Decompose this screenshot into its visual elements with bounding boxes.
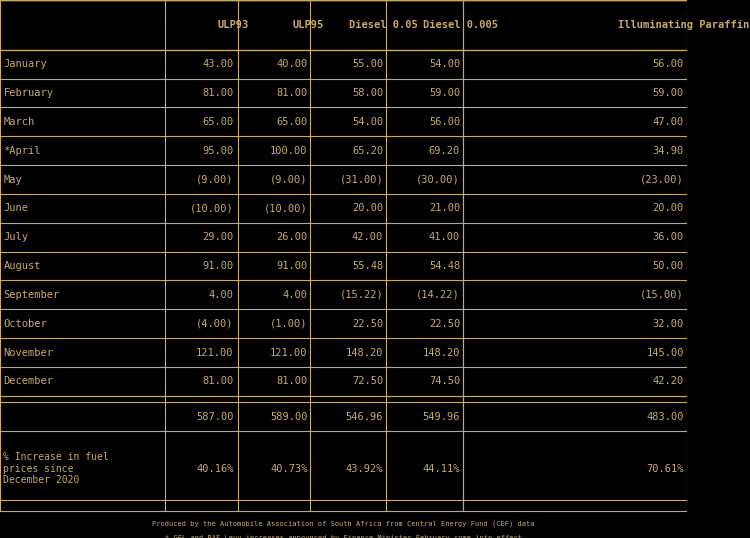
Text: Diesel 0.05: Diesel 0.05 xyxy=(349,20,418,30)
Text: August: August xyxy=(4,261,41,271)
Text: January: January xyxy=(4,59,47,69)
Text: 59.00: 59.00 xyxy=(652,88,684,98)
Text: Produced by the Automobile Association of South Africa from Central Energy Fund : Produced by the Automobile Association o… xyxy=(152,520,535,527)
Text: 58.00: 58.00 xyxy=(352,88,383,98)
Text: 81.00: 81.00 xyxy=(202,88,233,98)
Text: November: November xyxy=(4,348,53,358)
Text: 40.73%: 40.73% xyxy=(270,464,308,473)
Text: *April: *April xyxy=(4,146,41,155)
Text: 40.00: 40.00 xyxy=(277,59,308,69)
Text: 4.00: 4.00 xyxy=(283,290,308,300)
Text: 549.96: 549.96 xyxy=(422,412,460,421)
Text: (30.00): (30.00) xyxy=(416,174,460,185)
Text: December: December xyxy=(4,377,53,386)
Text: 65.00: 65.00 xyxy=(277,117,308,127)
Text: * GEL and RAF Levy increases announced by Finance Minister February come into ef: * GEL and RAF Levy increases announced b… xyxy=(165,535,522,538)
Text: 148.20: 148.20 xyxy=(422,348,460,358)
Text: 589.00: 589.00 xyxy=(270,412,308,421)
Text: 22.50: 22.50 xyxy=(429,318,460,329)
Text: 546.96: 546.96 xyxy=(346,412,383,421)
Text: 54.48: 54.48 xyxy=(429,261,460,271)
Text: February: February xyxy=(4,88,53,98)
Text: ULP93: ULP93 xyxy=(217,20,249,30)
Text: 44.11%: 44.11% xyxy=(422,464,460,473)
Text: (4.00): (4.00) xyxy=(196,318,233,329)
Text: ULP95: ULP95 xyxy=(292,20,323,30)
Text: (15.22): (15.22) xyxy=(340,290,383,300)
Text: (9.00): (9.00) xyxy=(196,174,233,185)
Text: 72.50: 72.50 xyxy=(352,377,383,386)
Text: 54.00: 54.00 xyxy=(352,117,383,127)
Text: 91.00: 91.00 xyxy=(277,261,308,271)
Text: 56.00: 56.00 xyxy=(652,59,684,69)
Text: 54.00: 54.00 xyxy=(429,59,460,69)
Text: 74.50: 74.50 xyxy=(429,377,460,386)
Text: 50.00: 50.00 xyxy=(652,261,684,271)
Text: (1.00): (1.00) xyxy=(270,318,308,329)
Text: 32.00: 32.00 xyxy=(652,318,684,329)
Text: 121.00: 121.00 xyxy=(270,348,308,358)
Text: 47.00: 47.00 xyxy=(652,117,684,127)
Text: 29.00: 29.00 xyxy=(202,232,233,242)
Text: (14.22): (14.22) xyxy=(416,290,460,300)
Text: 20.00: 20.00 xyxy=(352,203,383,214)
Text: (31.00): (31.00) xyxy=(340,174,383,185)
Text: 55.00: 55.00 xyxy=(352,59,383,69)
Text: 42.00: 42.00 xyxy=(352,232,383,242)
Text: (10.00): (10.00) xyxy=(264,203,308,214)
Text: July: July xyxy=(4,232,28,242)
Text: 81.00: 81.00 xyxy=(202,377,233,386)
Text: 65.20: 65.20 xyxy=(352,146,383,155)
Text: Illuminating Paraffin: Illuminating Paraffin xyxy=(618,20,749,30)
Text: 100.00: 100.00 xyxy=(270,146,308,155)
Text: Diesel 0.005: Diesel 0.005 xyxy=(422,20,497,30)
Text: 81.00: 81.00 xyxy=(277,377,308,386)
Text: 587.00: 587.00 xyxy=(196,412,233,421)
Text: 69.20: 69.20 xyxy=(429,146,460,155)
Text: October: October xyxy=(4,318,47,329)
Text: 55.48: 55.48 xyxy=(352,261,383,271)
Text: 81.00: 81.00 xyxy=(277,88,308,98)
Text: 26.00: 26.00 xyxy=(277,232,308,242)
Text: 43.00: 43.00 xyxy=(202,59,233,69)
Text: 34.90: 34.90 xyxy=(652,146,684,155)
Text: May: May xyxy=(4,174,22,185)
Text: 36.00: 36.00 xyxy=(652,232,684,242)
Text: 21.00: 21.00 xyxy=(429,203,460,214)
Text: 43.92%: 43.92% xyxy=(346,464,383,473)
Text: 41.00: 41.00 xyxy=(429,232,460,242)
Text: September: September xyxy=(4,290,60,300)
Text: 483.00: 483.00 xyxy=(646,412,684,421)
Text: 65.00: 65.00 xyxy=(202,117,233,127)
Text: 22.50: 22.50 xyxy=(352,318,383,329)
Text: (10.00): (10.00) xyxy=(190,203,233,214)
Text: 20.00: 20.00 xyxy=(652,203,684,214)
Text: (23.00): (23.00) xyxy=(640,174,684,185)
Text: March: March xyxy=(4,117,34,127)
Text: (9.00): (9.00) xyxy=(270,174,308,185)
Text: (15.00): (15.00) xyxy=(640,290,684,300)
Text: 4.00: 4.00 xyxy=(209,290,233,300)
Text: 59.00: 59.00 xyxy=(429,88,460,98)
Text: 91.00: 91.00 xyxy=(202,261,233,271)
Text: 121.00: 121.00 xyxy=(196,348,233,358)
Text: 145.00: 145.00 xyxy=(646,348,684,358)
Text: June: June xyxy=(4,203,28,214)
Text: 42.20: 42.20 xyxy=(652,377,684,386)
Text: 56.00: 56.00 xyxy=(429,117,460,127)
Text: 148.20: 148.20 xyxy=(346,348,383,358)
Text: 40.16%: 40.16% xyxy=(196,464,233,473)
Text: 70.61%: 70.61% xyxy=(646,464,684,473)
Text: % Increase in fuel
prices since
December 2020: % Increase in fuel prices since December… xyxy=(4,452,109,485)
Text: 95.00: 95.00 xyxy=(202,146,233,155)
